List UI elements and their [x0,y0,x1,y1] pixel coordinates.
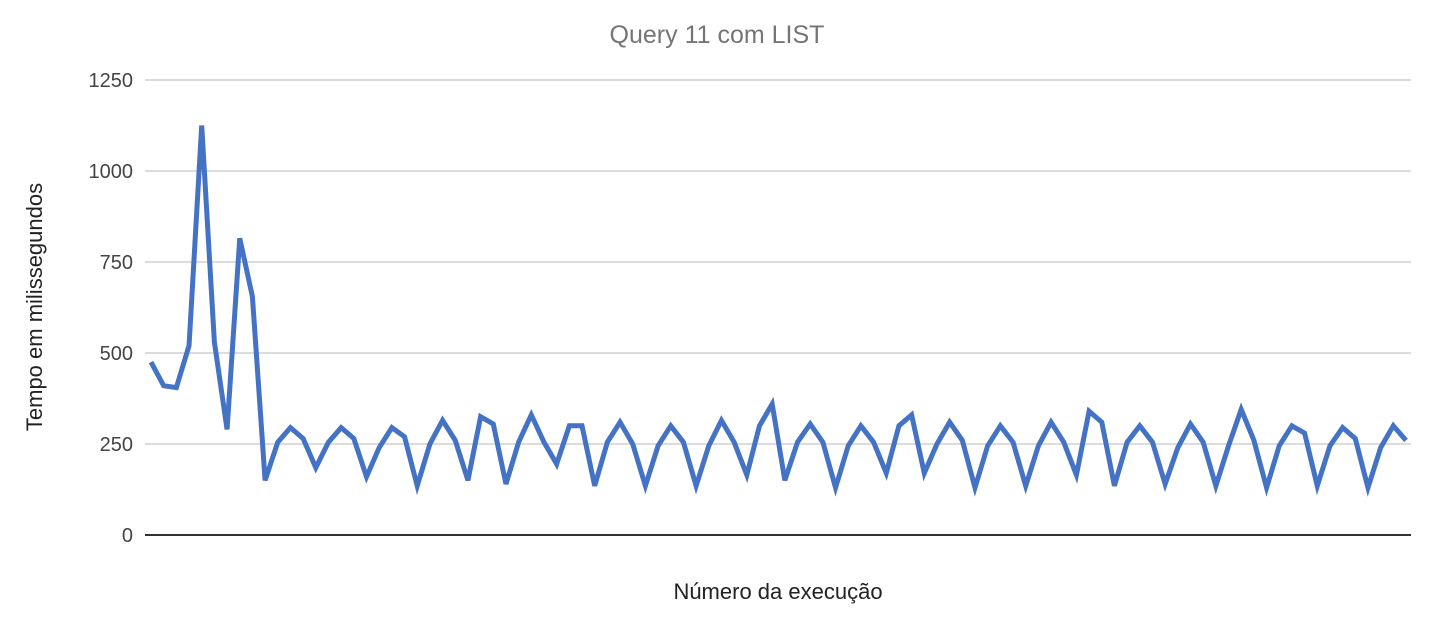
y-tick-label: 750 [100,252,133,274]
y-tick-label: 1000 [89,161,134,183]
series-line [148,125,1408,497]
y-tick-label: 250 [100,434,133,456]
y-tick-label: 0 [122,525,133,547]
y-tick-label: 500 [100,343,133,365]
gridlines [145,79,1411,445]
y-tick-labels: 0 250 500 750 1000 1250 [89,70,134,547]
x-axis-title: Número da execução [673,579,882,604]
chart-title: Query 11 com LIST [610,21,825,49]
y-axis-title: Tempo em milissegundos [22,183,47,431]
y-tick-label: 1250 [89,70,134,92]
